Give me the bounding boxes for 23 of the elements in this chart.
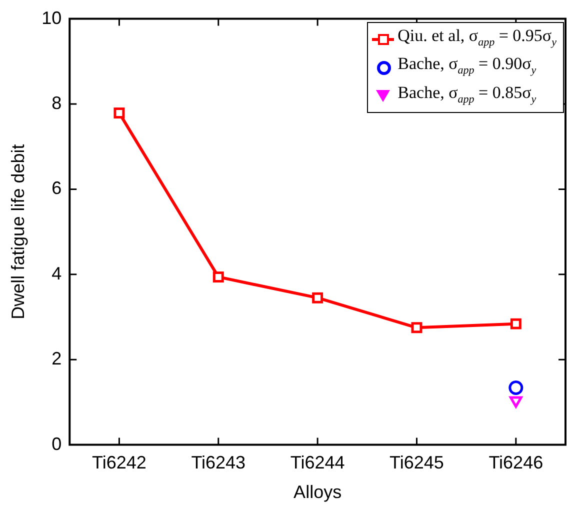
point (411, 322, 422, 334)
legend-label: Qiu. et al, σ$_{app}$ = 0.95σ$_{y}$ (398, 24, 556, 50)
y-tick-label: 10 (42, 8, 62, 28)
point (510, 318, 522, 330)
point (312, 292, 324, 304)
x-tick-label: Ti6242 (92, 452, 146, 473)
y-tick-label: 2 (52, 348, 62, 369)
legend-label: Bache, σ$_{app}$ = 0.85σ$_{y}$ (398, 82, 536, 107)
x-tick-label: Ti6245 (390, 452, 444, 473)
legend-label: Bache, σ$_{app}$ = 0.90σ$_{y}$ (398, 53, 536, 79)
y-tick-label: 0 (52, 434, 62, 454)
x-tick-label: Ti6244 (290, 452, 345, 473)
point (212, 271, 224, 282)
y-tick-label: 6 (52, 178, 62, 198)
y-tick-label: 4 (52, 263, 62, 284)
x-tick-label: Ti6243 (191, 452, 246, 473)
y-axis-title: Dwell fatigue life debit (8, 144, 28, 320)
x-tick-label: Ti6246 (488, 452, 544, 473)
point (509, 396, 522, 408)
point (114, 107, 125, 118)
x-axis-title: Alloys (294, 482, 342, 502)
y-tick-label: 8 (52, 92, 62, 113)
point (508, 380, 524, 395)
